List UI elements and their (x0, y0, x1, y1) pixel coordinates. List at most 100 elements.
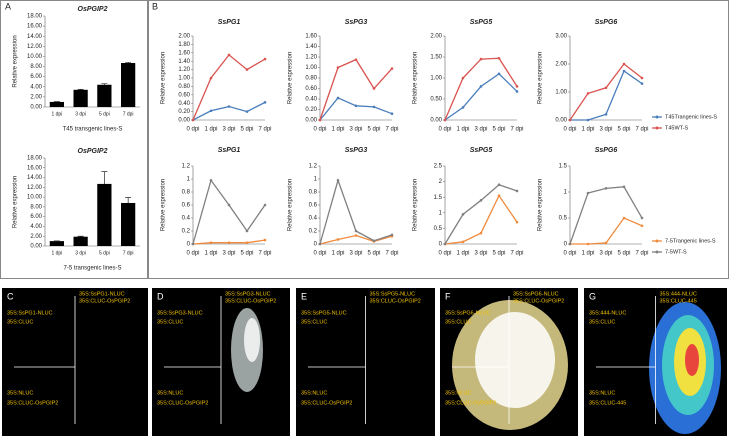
point (443, 118, 447, 122)
chart-title: OsPGIP2 (78, 6, 108, 13)
image-label: G (589, 291, 596, 301)
point (336, 238, 340, 241)
y-tick-label: 0.00 (430, 118, 442, 124)
x-tick-label: 3 dpi (599, 127, 612, 133)
y-tick-label: 0.5 (559, 216, 568, 222)
point (497, 194, 501, 197)
x-tick-label: 7 dpi (123, 250, 134, 256)
y-tick-label: 0.40 (178, 101, 190, 107)
y-tick-label: 0.6 (309, 203, 318, 209)
y-axis-label: Relative expression (288, 52, 294, 104)
bar (97, 183, 112, 246)
line (444, 72, 518, 121)
construct-label: 35S:NLUC (157, 390, 183, 396)
chart-title: SsPG3 (345, 147, 368, 154)
panel-a-frame (0, 0, 148, 279)
y-tick-label: 0.20 (305, 107, 317, 113)
point (497, 183, 501, 187)
y-axis-label: Relative expression (161, 179, 167, 231)
y-tick-label: 1.40 (305, 44, 317, 50)
construct-label: 35S:CLUC-OsPGIP2 (301, 400, 352, 406)
point (586, 242, 590, 246)
x-tick-label: 1 dpi (581, 251, 594, 257)
point (497, 56, 501, 60)
line (192, 178, 266, 245)
x-tick-label: 1 dpi (331, 127, 344, 133)
x-tick-label: 3 dpi (474, 127, 487, 133)
error-bar (125, 61, 132, 64)
construct-label: 35S:SsPG5-NLUC (301, 310, 347, 316)
point (354, 229, 358, 233)
construct-label: 35S:CLUC (157, 319, 183, 325)
point (622, 62, 626, 66)
y-tick-label: 0.60 (178, 92, 190, 98)
x-tick-label: 5 dpi (367, 127, 380, 133)
x-tick-label: 5 dpi (367, 251, 380, 257)
bar (49, 241, 64, 246)
point (604, 86, 608, 90)
point (245, 241, 249, 244)
line (192, 101, 266, 121)
point (479, 85, 483, 88)
point (372, 87, 376, 90)
point (479, 57, 483, 61)
point (372, 239, 376, 243)
legend-marker (655, 239, 659, 243)
x-tick-label: 1 dpi (456, 127, 469, 133)
y-axis-label: Relative expression (538, 179, 544, 231)
line (569, 63, 643, 121)
x-tick-label: 1 dpi (581, 127, 594, 133)
y-tick-label: 18.00 (27, 14, 43, 20)
construct-label: 35S:CLUC-OsPGIP2 (370, 298, 421, 304)
point (604, 187, 608, 190)
point (515, 189, 519, 193)
x-tick-label: 7 dpi (258, 127, 271, 133)
y-axis-label: Relative expression (413, 52, 419, 104)
y-tick-label: 8.00 (30, 64, 42, 70)
construct-label: 35S:CLUC-OsPGIP2 (7, 400, 58, 406)
x-tick-label: 7 dpi (123, 111, 134, 117)
legend-marker (655, 115, 659, 119)
construct-label: 35S:CLUC (301, 319, 327, 325)
point (209, 179, 213, 182)
x-tick-label: 5 dpi (492, 251, 505, 257)
image-label: C (7, 291, 14, 301)
y-tick-label: 0.60 (305, 86, 317, 92)
construct-label: 35S:CLUC (589, 319, 615, 325)
point (227, 53, 231, 57)
error-bar (101, 83, 108, 86)
x-tick-label: 5 dpi (99, 111, 110, 117)
y-tick-label: 0.6 (182, 203, 191, 209)
x-tick-label: 3 dpi (349, 127, 362, 133)
y-tick-label: 0.8 (182, 190, 191, 196)
y-tick-label: 18.00 (27, 156, 43, 162)
point (568, 242, 572, 246)
point (263, 101, 267, 104)
y-tick-label: 16.00 (27, 24, 43, 30)
y-tick-label: 1 (439, 210, 443, 216)
y-tick-label: 0.80 (305, 76, 317, 82)
panel-label: A (5, 1, 11, 11)
point (515, 90, 519, 93)
point (354, 234, 358, 237)
y-tick-label: 4.00 (30, 84, 42, 90)
y-tick-label: 0 (439, 242, 443, 248)
x-tick-label: 3 dpi (599, 251, 612, 257)
chart-title: SsPG3 (345, 19, 368, 26)
y-tick-label: 1.2 (182, 164, 191, 170)
line (570, 217, 643, 245)
x-tick-label: 3 dpi (474, 251, 487, 257)
x-tick-label: 1 dpi (51, 111, 62, 117)
point (640, 82, 644, 85)
point (390, 112, 394, 115)
x-tick-label: 3 dpi (222, 251, 235, 257)
x-axis-label: T45 transgenic lines-S (63, 127, 123, 133)
x-tick-label: 0 dpi (186, 127, 199, 133)
y-tick-label: 0.00 (178, 118, 190, 124)
panel-label: B (152, 1, 158, 11)
y-tick-label: 1.60 (305, 34, 317, 40)
construct-label: 35S:CLUC-OsPGIP2 (513, 298, 564, 304)
construct-label: 35S:NLUC (7, 390, 33, 396)
line (570, 70, 643, 121)
